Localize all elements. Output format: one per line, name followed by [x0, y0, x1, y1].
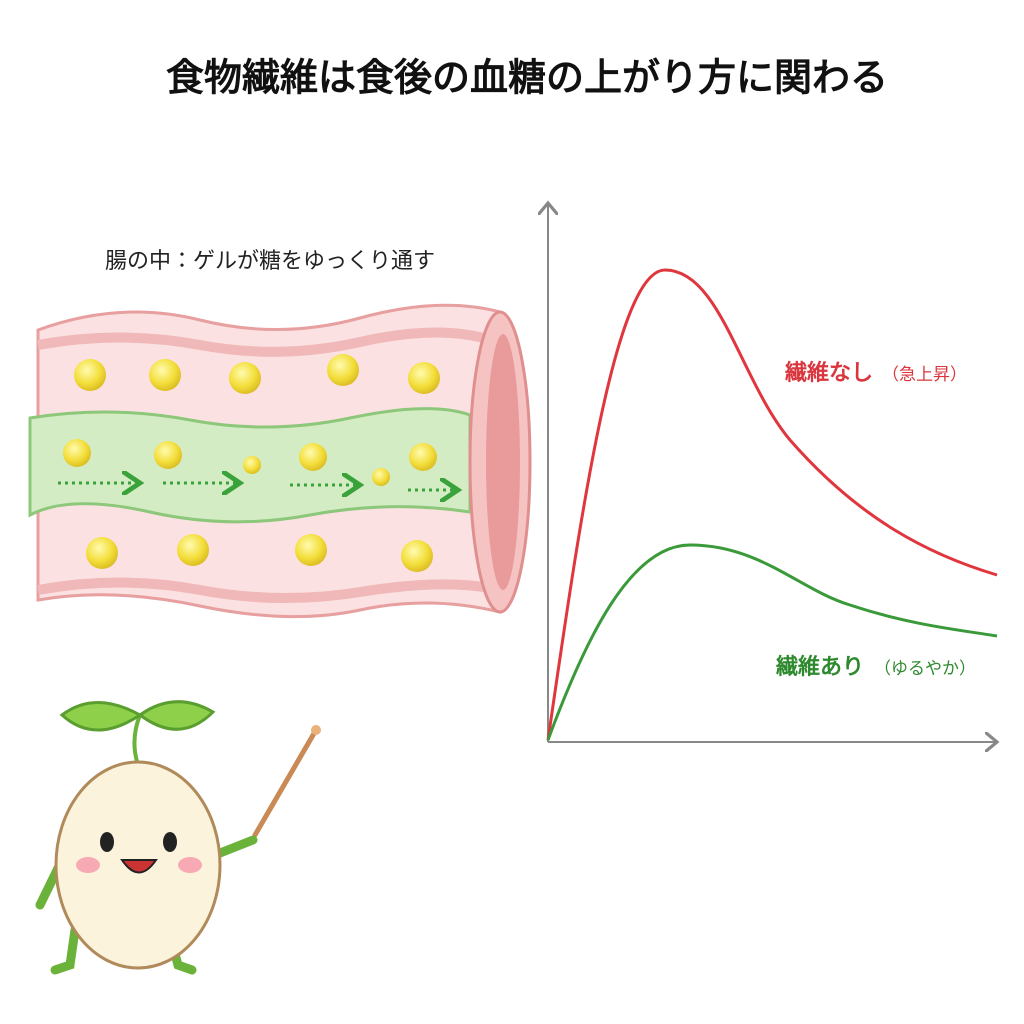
sugar-dots	[63, 354, 440, 572]
mascot	[35, 700, 321, 975]
intestine-label: 腸の中：ゲルが糖をゆっくり通す	[105, 249, 435, 274]
curve-with-fiber	[546, 543, 998, 741]
graph: 繊維なし （急上昇） 繊維あり （ゆるやか）	[548, 205, 997, 742]
no-fiber-note: （急上昇）	[882, 365, 967, 385]
curve-no-fiber	[546, 268, 998, 741]
flow-arrows	[58, 483, 458, 490]
with-fiber-note: （ゆるやか）	[874, 659, 976, 679]
with-fiber-label: 繊維あり	[775, 654, 864, 680]
title: 食物繊維は食後の血糖の上がり方に関わる	[166, 56, 888, 100]
intestine	[28, 303, 532, 619]
no-fiber-label: 繊維なし	[784, 360, 873, 386]
